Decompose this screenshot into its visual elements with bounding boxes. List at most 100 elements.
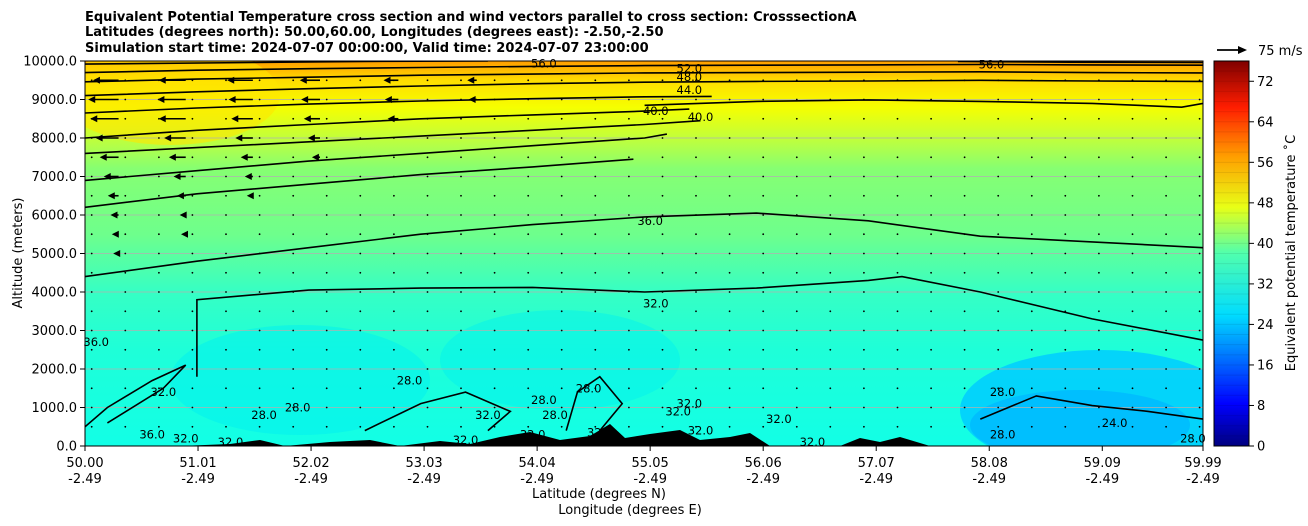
wind-dot-397 xyxy=(762,98,765,101)
wind-dot-516 xyxy=(997,368,1000,370)
wind-dot-364 xyxy=(728,368,731,370)
wind-dot-595 xyxy=(1131,310,1134,313)
wind-dot-131 xyxy=(292,98,295,101)
wind-dot-75 xyxy=(191,79,194,82)
wind-dot-304 xyxy=(628,425,630,428)
wind-dot-310 xyxy=(628,310,630,313)
wind-dot-322 xyxy=(628,79,630,82)
contour-label-1: 52.0 xyxy=(677,62,703,76)
wind-dot-79 xyxy=(225,368,227,370)
wind-dot-643 xyxy=(1198,117,1201,120)
wind-dot-469 xyxy=(896,175,899,178)
wind-dot-559 xyxy=(1064,271,1067,274)
wind-dot-235 xyxy=(493,291,496,293)
quiver-key-arrowhead xyxy=(1238,46,1247,54)
wind-dot-521 xyxy=(997,271,1000,274)
wind-dot-85 xyxy=(225,252,227,255)
wind-dot-258 xyxy=(527,214,530,216)
wind-dot-540 xyxy=(1030,271,1033,274)
wind-dot-530 xyxy=(997,98,1000,101)
wind-dot-597 xyxy=(1131,271,1134,274)
wind-dot-137 xyxy=(325,348,328,351)
wind-dot-441 xyxy=(863,348,865,351)
wind-dot-406 xyxy=(795,291,798,293)
x-tick-label-lat-6: 56.06 xyxy=(745,456,782,471)
wind-dot-601 xyxy=(1131,194,1134,197)
wind-arrowhead-7 xyxy=(157,96,165,103)
wind-dot-118 xyxy=(292,348,295,351)
field-detail xyxy=(85,61,1203,446)
wind-dot-6 xyxy=(90,310,93,313)
contour-line-4 xyxy=(85,79,1203,97)
wind-dot-581 xyxy=(1098,214,1100,216)
wind-dot-599 xyxy=(1131,233,1134,236)
wind-dot-447 xyxy=(863,233,865,236)
wind-dot-121 xyxy=(292,291,295,293)
wind-dot-199 xyxy=(426,252,429,255)
wind-dot-143 xyxy=(325,233,328,236)
wind-dot-413 xyxy=(795,156,798,159)
wind-dot-362 xyxy=(728,406,731,409)
wind-dot-122 xyxy=(292,271,295,274)
wind-dot-305 xyxy=(628,406,630,409)
wind-dot-158 xyxy=(359,310,362,313)
wind-dot-280 xyxy=(560,156,563,159)
wind-dot-390 xyxy=(762,233,765,236)
wind-dot-1 xyxy=(90,406,93,409)
contour-label-10: 32.0 xyxy=(151,385,177,399)
contour-label-13: 28.0 xyxy=(397,374,423,388)
wind-dot-602 xyxy=(1131,175,1134,178)
wind-dot-486 xyxy=(930,214,932,216)
contour-label-31: 32.0 xyxy=(520,427,546,441)
wind-dot-50 xyxy=(158,194,160,197)
wind-dot-527 xyxy=(997,156,1000,159)
wind-dot-412 xyxy=(795,175,798,178)
wind-dot-393 xyxy=(762,175,765,178)
wind-dot-262 xyxy=(527,137,530,139)
wind-dot-408 xyxy=(795,252,798,255)
wind-dot-573 xyxy=(1098,368,1100,370)
colorbar: 0 8 16 24 32 40 48 56 64 72 Equivalent potential … xyxy=(1213,60,1299,455)
wind-arrowhead-13 xyxy=(158,115,166,123)
wind-dot-103 xyxy=(258,271,261,274)
wind-dot-426 xyxy=(829,271,832,274)
terrain xyxy=(85,424,1203,446)
wind-dot-32 xyxy=(124,175,127,178)
wind-dot-351 xyxy=(695,252,697,255)
wind-dot-584 xyxy=(1098,156,1100,159)
wind-dot-545 xyxy=(1030,175,1033,178)
wind-dot-526 xyxy=(997,175,1000,178)
wind-dot-539 xyxy=(1030,291,1033,293)
wind-dot-508 xyxy=(963,156,966,159)
wind-dot-459 xyxy=(896,368,899,370)
wind-dot-146 xyxy=(325,175,328,178)
wind-dot-471 xyxy=(896,137,899,139)
wind-dot-130 xyxy=(292,117,295,120)
wind-dot-525 xyxy=(997,194,1000,197)
wind-dot-574 xyxy=(1098,348,1100,351)
wind-arrowhead-23 xyxy=(240,153,248,161)
wind-dot-106 xyxy=(258,214,261,216)
wind-dot-557 xyxy=(1064,310,1067,313)
wind-dot-477 xyxy=(930,387,932,390)
wind-dot-541 xyxy=(1030,252,1033,255)
wind-dot-611 xyxy=(1165,368,1167,370)
wind-dot-349 xyxy=(695,291,697,293)
wind-dot-211 xyxy=(460,387,462,390)
wind-dot-395 xyxy=(762,137,765,139)
wind-dot-52 xyxy=(158,156,160,159)
wind-dot-63 xyxy=(191,310,194,313)
wind-dot-492 xyxy=(930,98,932,101)
wind-arrowhead-10 xyxy=(384,96,392,103)
wind-dot-279 xyxy=(560,175,563,178)
title-line-1: Equivalent Potential Temperature cross s… xyxy=(85,10,857,25)
cool-patch-2 xyxy=(440,310,680,410)
wind-arrowhead-5 xyxy=(467,76,475,84)
wind-dot-226 xyxy=(460,98,462,101)
wind-dot-133 xyxy=(325,425,328,428)
wind-dot-164 xyxy=(359,194,362,197)
wind-dot-624 xyxy=(1165,117,1167,120)
colorbar-tick-label-8: 64 xyxy=(1257,115,1274,130)
contour-label-4: 40.0 xyxy=(643,104,669,118)
wind-dot-139 xyxy=(325,310,328,313)
